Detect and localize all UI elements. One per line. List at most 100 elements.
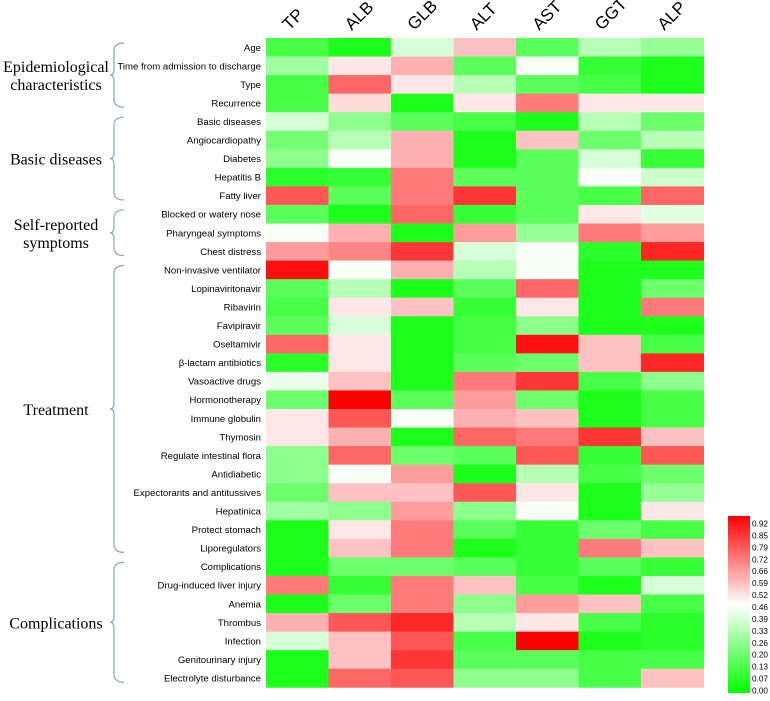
heatmap-cell	[328, 353, 392, 373]
heatmap-cell	[578, 371, 642, 391]
heatmap-cell	[328, 594, 392, 614]
heatmap-cell	[328, 56, 392, 76]
heatmap-cell	[328, 279, 392, 299]
heatmap-cell	[328, 613, 392, 633]
heatmap-cell	[266, 483, 329, 503]
heatmap-cell	[453, 93, 517, 113]
legend-colorbar	[728, 516, 750, 693]
group-bracket	[109, 209, 125, 257]
heatmap-cell	[453, 316, 517, 336]
heatmap-cell	[328, 112, 392, 132]
legend-tick-label: 0.46	[752, 603, 768, 612]
group-label: symptoms	[23, 235, 89, 252]
column-label: GGT	[591, 0, 630, 34]
heatmap-cell	[641, 557, 704, 577]
color-legend: 0.92 0.85 0.79 0.72 0.66 0.59 0.52 0.46 0.39 0.33…	[728, 516, 768, 696]
heatmap-cell	[516, 650, 579, 670]
heatmap-cell	[328, 242, 392, 262]
heatmap-cell	[578, 390, 642, 410]
row-label: β-lactam antibiotics	[179, 358, 261, 369]
heatmap-cell	[516, 501, 579, 521]
heatmap-cell	[516, 557, 579, 577]
heatmap-cell	[578, 56, 642, 76]
heatmap-cell	[516, 316, 579, 336]
heatmap-cell	[328, 409, 392, 429]
heatmap-cell	[516, 38, 579, 58]
heatmap-cell	[328, 186, 392, 206]
row-label: Diabetes	[223, 154, 261, 165]
heatmap-cell	[578, 353, 642, 373]
heatmap-cell	[266, 409, 329, 429]
column-label: GLB	[404, 0, 441, 34]
heatmap-cell	[578, 483, 642, 503]
heatmap-cell	[578, 316, 642, 336]
heatmap-cell	[328, 93, 392, 113]
heatmap-cell	[266, 93, 329, 113]
heatmap-cell	[641, 483, 704, 503]
legend-tick-label: 0.07	[752, 675, 768, 684]
heatmap-cell	[516, 112, 579, 132]
heatmap-cell	[453, 38, 517, 58]
row-label: Blocked or watery nose	[161, 210, 261, 221]
heatmap-cell	[578, 260, 642, 280]
heatmap-cell	[516, 186, 579, 206]
heatmap-cell	[328, 631, 392, 651]
heatmap-cell	[578, 575, 642, 595]
heatmap-cell	[641, 427, 704, 447]
heatmap-cell	[516, 297, 579, 317]
heatmap-cell	[453, 390, 517, 410]
row-label: Infection	[225, 636, 261, 647]
heatmap-cell	[578, 501, 642, 521]
legend-tick-label: 0.92	[752, 520, 768, 529]
heatmap-cell	[266, 56, 329, 76]
heatmap-cell	[453, 149, 517, 169]
heatmap-cell	[516, 56, 579, 76]
heatmap-cell	[266, 334, 329, 354]
heatmap-cell	[516, 538, 579, 558]
heatmap-cell	[453, 371, 517, 391]
heatmap-cell	[266, 279, 329, 299]
heatmap-cell	[641, 279, 704, 299]
heatmap-cell	[578, 186, 642, 206]
heatmap-cell	[516, 668, 579, 688]
heatmap-cell	[266, 167, 329, 187]
heatmap-cell	[578, 668, 642, 688]
heatmap-cell	[328, 371, 392, 391]
heatmap-cell	[578, 446, 642, 466]
heatmap-cell	[391, 464, 454, 484]
heatmap-cell	[391, 371, 454, 391]
heatmap-cell	[516, 93, 579, 113]
heatmap-cell	[266, 112, 329, 132]
heatmap-cell	[578, 75, 642, 95]
heatmap-cell	[266, 446, 329, 466]
heatmap-cell	[266, 186, 329, 206]
heatmap-cell	[328, 501, 392, 521]
row-label: Basic diseases	[197, 117, 261, 128]
heatmap-cell	[391, 130, 454, 150]
heatmap-cell	[453, 668, 517, 688]
heatmap-cell	[328, 464, 392, 484]
heatmap-cell	[641, 575, 704, 595]
heatmap-cell	[328, 483, 392, 503]
heatmap-cell	[266, 631, 329, 651]
group-label: characteristics	[10, 77, 102, 94]
heatmap-cell	[328, 520, 392, 540]
heatmap-cell	[266, 130, 329, 150]
heatmap-cell	[391, 520, 454, 540]
heatmap-cell	[516, 427, 579, 447]
legend-tick-label: 0.00	[752, 687, 768, 696]
group-label: Self-reported	[14, 217, 98, 234]
heatmap-cell	[328, 427, 392, 447]
heatmap-cell	[516, 464, 579, 484]
column-labels: TP ALB GLB ALT AST GGT ALP	[279, 0, 690, 34]
heatmap-cell	[328, 223, 392, 243]
heatmap-cell	[578, 594, 642, 614]
heatmap-cell	[266, 464, 329, 484]
heatmap-cell	[391, 483, 454, 503]
heatmap-cell	[453, 650, 517, 670]
legend-tick-label: 0.66	[752, 567, 768, 576]
row-label: Liporegulators	[200, 544, 261, 555]
heatmap-cell	[641, 409, 704, 429]
row-label: Hepatitis B	[215, 173, 261, 184]
